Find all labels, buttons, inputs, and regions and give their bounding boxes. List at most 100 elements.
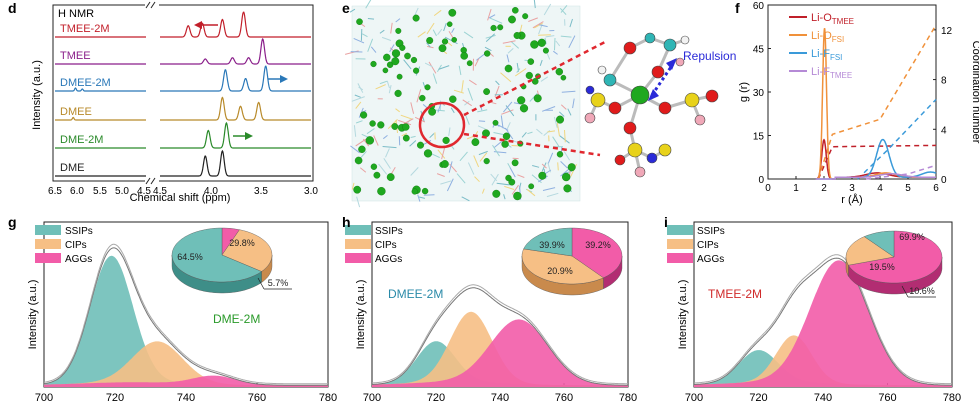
solvent-bond xyxy=(365,0,372,9)
solvent-bond xyxy=(536,128,543,135)
li-ion xyxy=(428,107,437,116)
solvent-bond xyxy=(560,4,568,13)
nmr-trace xyxy=(160,96,311,121)
coordination-line xyxy=(817,144,937,180)
solvent-bond xyxy=(375,84,386,90)
solvent-bond xyxy=(370,46,377,53)
nmr-series-label: DMEE-2M xyxy=(60,77,111,89)
li-ion xyxy=(386,173,395,182)
li-ion xyxy=(396,73,403,80)
oxygen-atom xyxy=(614,154,626,166)
rdf-xtick-label: 1 xyxy=(793,183,799,194)
rdf-ytick-right-label: 0 xyxy=(941,175,947,186)
solvent-bond xyxy=(436,64,442,72)
solvent-bond xyxy=(382,135,388,140)
solvent-bond xyxy=(358,86,364,91)
raman-xtick-label: 740 xyxy=(814,392,832,404)
panel-d: d H NMR Intensity (a.u.) Chemical shift … xyxy=(0,0,325,205)
solvent-bond xyxy=(367,38,374,52)
repulsion-arrowhead xyxy=(666,58,677,70)
solvent-bond xyxy=(367,18,375,20)
nmr-tick: 6.5 xyxy=(48,186,62,197)
solvent-bond xyxy=(513,102,520,105)
solvent-bond xyxy=(533,22,543,29)
legend-swatch xyxy=(667,253,693,263)
li-ions xyxy=(353,7,576,201)
solvent-bond xyxy=(437,149,446,159)
legend-label: CIPs xyxy=(65,240,87,251)
solvent-bond xyxy=(527,131,533,135)
raman-xtick-label: 760 xyxy=(878,392,896,404)
solvent-bond xyxy=(440,180,452,185)
solvent-bond xyxy=(355,120,363,124)
solvent-bond xyxy=(451,27,455,33)
solvent-bond xyxy=(434,109,445,112)
li-ion xyxy=(538,171,547,180)
solvent-bond xyxy=(353,125,357,137)
solvent-bond xyxy=(557,162,559,171)
li-ion xyxy=(370,163,378,170)
pie-percent-label: 29.8% xyxy=(229,238,255,248)
solvent-bond xyxy=(441,148,445,160)
solvent-bond xyxy=(547,130,556,133)
solvent-bond xyxy=(532,21,544,29)
legend-label: SSIPs xyxy=(65,226,93,237)
rdf-ytick-right-label: 4 xyxy=(941,125,947,136)
solvent-bond xyxy=(502,40,516,44)
rdf-xtick-label: 5 xyxy=(905,183,911,194)
solvent-bond xyxy=(379,29,385,34)
solvent-bond xyxy=(351,96,365,102)
solvent-bond xyxy=(509,167,516,178)
nmr-series-label: TMEE-2M xyxy=(60,23,110,35)
solvent-bond xyxy=(353,37,365,44)
raman-xtick-label: 780 xyxy=(619,392,637,404)
pie-percent-label: 20.9% xyxy=(547,266,573,276)
pie-percent-label: 39.2% xyxy=(585,240,611,250)
li-ion xyxy=(423,149,433,158)
raman-fit-envelope xyxy=(371,287,628,386)
li-ion xyxy=(377,121,385,129)
li-ion xyxy=(412,14,420,22)
li-ion xyxy=(377,186,386,196)
rdf-ytick-right-label: 8 xyxy=(941,76,947,87)
highlight-circle xyxy=(418,101,466,149)
nmr-marks: TMEE-2M TMEE DMEE-2M DMEE DME-2M DME xyxy=(55,1,311,185)
li-ion xyxy=(501,140,509,148)
solvent-bond xyxy=(422,82,426,88)
li-ion xyxy=(511,159,519,167)
panel-letter-f: f xyxy=(735,0,740,16)
li-ion xyxy=(502,132,511,141)
panel-letter-d: d xyxy=(8,0,17,16)
solvent-bond xyxy=(541,162,547,172)
solvent-bond xyxy=(546,192,559,198)
solvent-bond xyxy=(542,187,556,191)
solvent-bond xyxy=(437,28,443,36)
solvent-bond xyxy=(552,136,560,148)
solvent-bond xyxy=(516,68,521,73)
li-ion xyxy=(513,32,521,40)
solvent-bond xyxy=(555,40,561,47)
rdf-frame xyxy=(767,4,937,180)
solvent-bond xyxy=(542,106,556,112)
solvent-bond xyxy=(553,116,558,128)
panel-i: Intensity (a.u.) 700 720 740 760 780 SSIPs CIPs… xyxy=(652,210,979,416)
raman-xtick-label: 740 xyxy=(177,392,195,404)
solvent-bond xyxy=(478,150,488,156)
li-ion xyxy=(460,52,468,60)
legend-swatch xyxy=(35,253,61,263)
raman-xtick-label: 780 xyxy=(943,392,961,404)
sulfur-atom xyxy=(627,142,643,158)
solvent-bond xyxy=(560,161,568,169)
solvent-bond xyxy=(510,40,520,49)
fluorine-atom xyxy=(694,114,706,126)
pie-slice-ssips xyxy=(171,227,262,283)
axis-break-mark xyxy=(145,177,151,185)
solvent-bond xyxy=(450,107,455,114)
solvent-bond xyxy=(547,152,554,164)
solvent-bond xyxy=(424,62,433,68)
li-ion xyxy=(353,185,362,194)
solvent-bond xyxy=(373,135,379,146)
solvent-bond xyxy=(554,37,556,51)
raman-xtick-label: 700 xyxy=(35,392,53,404)
